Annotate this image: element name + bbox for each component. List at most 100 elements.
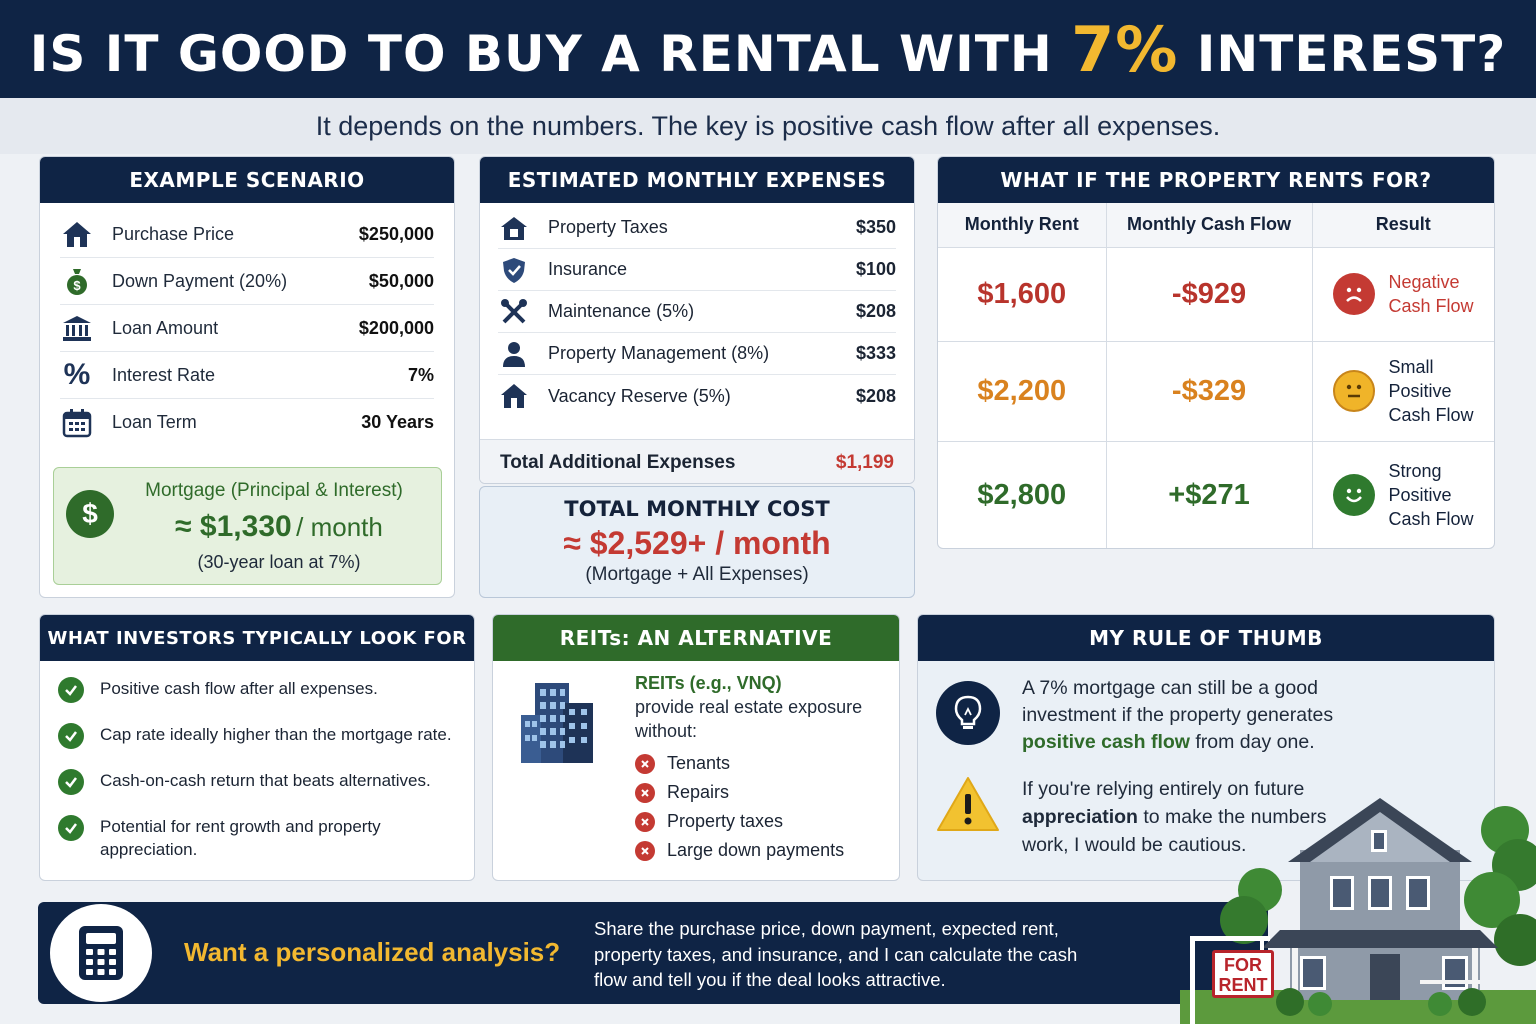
expense-value: $208	[855, 301, 896, 321]
expense-value: $208	[855, 385, 896, 406]
expense-value: $350	[855, 217, 896, 237]
total-monthly-cost-note: (Mortgage + All Expenses)	[585, 564, 809, 585]
list-item: Potential for rent growth and property a…	[58, 815, 456, 861]
expense-row: Insurance $100	[498, 249, 896, 291]
list-item: Repairs	[635, 778, 885, 807]
total-monthly-cost-box: TOTAL MONTHLY COST ≈ $2,529+ / month (Mo…	[479, 486, 915, 598]
mortgage-label: Mortgage (Principal & Interest)	[145, 480, 403, 501]
expense-row: Vacancy Reserve (5%) $208	[498, 375, 896, 417]
vacancy-house-icon	[498, 382, 530, 410]
rule-paragraph-2: If you're relying entirely on future app…	[1022, 775, 1352, 859]
result-cell: Strong Positive Cash Flow	[1312, 441, 1494, 548]
scenario-row: Loan Amount $200,000	[60, 305, 434, 352]
rule-p2-emphasis: appreciation	[1022, 806, 1138, 828]
neutral-face-icon	[1332, 370, 1375, 412]
check-icon	[58, 815, 84, 841]
scenario-row: % Interest Rate 7%	[60, 352, 434, 399]
table-row: $2,200 -$329 Small Positive Cash Flow	[938, 341, 1494, 442]
sign-line-2: RENT	[1218, 975, 1268, 995]
title-banner: IS IT GOOD TO BUY A RENTAL WITH 7% INTER…	[0, 0, 1536, 98]
house-illustration: FOR RENT	[1180, 790, 1536, 1024]
list-item: Cash-on-cash return that beats alternati…	[58, 769, 456, 795]
check-icon	[58, 723, 84, 749]
rule-p1-text-end: from day one.	[1189, 731, 1315, 753]
monthly-expenses-card: ESTIMATED MONTHLY EXPENSES Property Taxe…	[479, 156, 915, 484]
scenario-value: $50,000	[368, 270, 434, 291]
reits-card: REITs: AN ALTERNATIVE REITs (e.g., VNQ) …	[492, 614, 900, 881]
list-item-text: Cap rate ideally higher than the mortgag…	[100, 725, 452, 744]
list-item-text: Potential for rent growth and property a…	[100, 817, 381, 859]
cashflow-cell: -$929	[1106, 247, 1313, 342]
rent-scenarios-table: Monthly Rent Monthly Cash Flow Result $1…	[938, 203, 1494, 548]
list-item-text: Large down payments	[667, 840, 845, 860]
mortgage-note: (30-year loan at 7%)	[197, 552, 361, 572]
column-header: Result	[1312, 203, 1494, 248]
x-icon	[635, 840, 655, 861]
list-item-text: Positive cash flow after all expenses.	[100, 679, 378, 698]
scenario-value: $200,000	[358, 317, 434, 338]
expense-row: Maintenance (5%) $208	[498, 291, 896, 333]
title-accent: 7%	[1071, 12, 1179, 86]
total-expenses-label: Total Additional Expenses	[500, 451, 736, 473]
rule-p2-text-end: to make the numbers work, I would be cau…	[1022, 806, 1327, 856]
expense-label: Property Taxes	[548, 217, 668, 237]
total-monthly-cost-label: TOTAL MONTHLY COST	[564, 497, 830, 521]
title-pre: IS IT GOOD TO BUY A RENTAL WITH	[29, 24, 1072, 83]
subtitle: It depends on the numbers. The key is po…	[0, 98, 1536, 154]
rent-scenarios-card: WHAT IF THE PROPERTY RENTS FOR? Monthly …	[937, 156, 1495, 549]
list-item: Large down payments	[635, 836, 885, 865]
list-item: Tenants	[635, 749, 885, 778]
table-row: $1,600 -$929 Negative Cash Flow	[938, 247, 1494, 342]
example-scenario-heading: EXAMPLE SCENARIO	[40, 157, 454, 203]
calculator-icon	[50, 904, 152, 1002]
sign-line-1: FOR	[1224, 955, 1262, 975]
reits-heading: REITs: AN ALTERNATIVE	[493, 615, 899, 661]
house-icon	[60, 219, 94, 249]
scenario-value: 30 Years	[361, 412, 434, 432]
result-label: Strong Positive Cash Flow	[1388, 461, 1474, 530]
money-bag-icon: $	[60, 266, 94, 296]
rent-cell: $1,600	[938, 247, 1107, 342]
scenario-value: $250,000	[358, 223, 434, 244]
total-expenses-value: $1,199	[835, 451, 894, 473]
rent-cell: $2,800	[938, 441, 1107, 548]
scenario-label: Interest Rate	[112, 364, 216, 385]
column-header: Monthly Rent	[938, 203, 1107, 248]
total-expenses-row: Total Additional Expenses $1,199	[480, 439, 914, 483]
list-item-text: Repairs	[667, 782, 730, 802]
shield-icon	[498, 256, 530, 284]
dollar-icon: $	[66, 490, 114, 538]
cta-footer: Want a personalized analysis? Share the …	[38, 902, 1268, 1004]
rent-cell: $2,200	[938, 341, 1107, 442]
result-label: Negative Cash Flow	[1388, 272, 1474, 316]
buildings-icon	[515, 675, 605, 770]
cta-text: Share the purchase price, down payment, …	[594, 918, 1078, 990]
scenario-row: Purchase Price $250,000	[60, 211, 434, 258]
expense-label: Vacancy Reserve (5%)	[548, 385, 731, 406]
cashflow-cell: -$329	[1106, 341, 1313, 442]
check-icon	[58, 769, 84, 795]
total-monthly-cost-value: ≈ $2,529+ / month	[563, 525, 831, 561]
house-tax-icon	[498, 215, 530, 241]
mortgage-amount: ≈ $1,330	[175, 510, 292, 543]
scenario-label: Loan Amount	[112, 317, 219, 338]
calendar-icon	[60, 408, 94, 438]
rent-scenarios-heading: WHAT IF THE PROPERTY RENTS FOR?	[938, 157, 1494, 203]
mortgage-amount-line: ≈ $1,330 / month	[124, 510, 434, 544]
x-icon	[635, 753, 655, 774]
rule-paragraph-1: A 7% mortgage can still be a good invest…	[1022, 675, 1362, 756]
result-label: Small Positive Cash Flow	[1388, 357, 1474, 425]
rule-p2-text: If you're relying entirely on future	[1022, 778, 1305, 800]
sad-face-icon	[1332, 273, 1375, 315]
percent-icon: %	[63, 358, 91, 391]
reits-lead-text: provide real estate exposure without:	[635, 697, 863, 741]
rule-p1-emphasis: positive cash flow	[1022, 731, 1190, 753]
title-post: INTEREST?	[1178, 24, 1507, 83]
monthly-expenses-heading: ESTIMATED MONTHLY EXPENSES	[480, 157, 914, 203]
warning-icon	[936, 775, 1000, 838]
expense-value: $333	[855, 343, 896, 363]
list-item-text: Cash-on-cash return that beats alternati…	[100, 771, 431, 790]
scenario-label: Down Payment (20%)	[112, 270, 288, 291]
x-icon	[635, 782, 655, 803]
bank-icon	[60, 313, 94, 343]
